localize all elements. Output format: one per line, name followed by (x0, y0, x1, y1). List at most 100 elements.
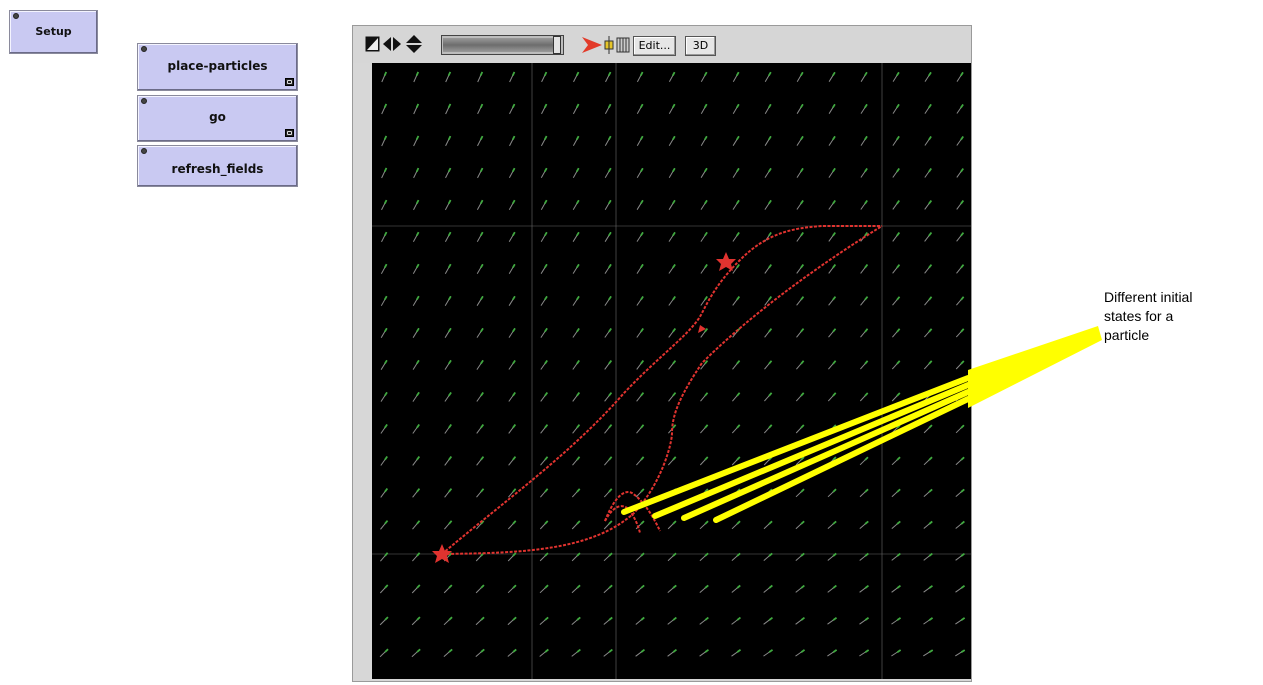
vector-head (800, 649, 806, 653)
vector-head (384, 391, 388, 397)
vector-head (928, 200, 933, 205)
vector-head (672, 456, 677, 461)
vector-head (928, 649, 934, 653)
vector-head (511, 103, 516, 109)
vector-head (704, 135, 708, 141)
vector-head (608, 424, 613, 429)
vector-head (672, 328, 677, 333)
vector-head (672, 231, 676, 237)
vector-head (480, 584, 485, 589)
vector-head (416, 359, 420, 365)
vector-head (479, 71, 484, 76)
red-arrow-icon[interactable] (582, 37, 602, 53)
vector-head (576, 199, 580, 205)
particle-markers (432, 252, 736, 563)
arrow-cursor-icon[interactable] (365, 36, 380, 52)
vector-head (832, 360, 837, 365)
vector-head (704, 424, 709, 429)
vector-head (512, 424, 517, 429)
vector-head (447, 167, 452, 173)
speed-slider[interactable] (441, 35, 564, 55)
command-center-dot-icon (141, 46, 147, 52)
vector-head (672, 392, 677, 397)
vector-head (608, 552, 613, 557)
vector-head (384, 648, 389, 653)
vector-head (543, 71, 548, 77)
setup-button[interactable]: Setup (9, 10, 98, 54)
vector-head (511, 135, 516, 141)
vector-head (640, 488, 645, 493)
go-button[interactable]: go (137, 95, 298, 142)
vector-head (448, 648, 453, 653)
vector-head (928, 488, 933, 493)
vector-head (768, 71, 772, 77)
refresh-fields-button[interactable]: refresh_fields (137, 145, 298, 187)
vector-head (736, 649, 742, 653)
vector-head (736, 488, 741, 493)
vector-head (575, 135, 580, 141)
vector-head (864, 232, 869, 237)
vector-head (416, 327, 420, 333)
vector-head (704, 488, 709, 493)
vector-head (960, 520, 965, 525)
3d-button[interactable]: 3D (685, 36, 716, 56)
vector-head (448, 488, 453, 493)
vector-head (864, 617, 870, 621)
vector-head (415, 167, 420, 173)
command-center-dot-icon (141, 148, 147, 154)
horizontal-scroll-icon[interactable] (383, 36, 401, 52)
vector-head (415, 199, 420, 205)
vector-head (864, 103, 868, 109)
vector-head (384, 584, 389, 589)
vector-head (896, 552, 901, 557)
vector-head (416, 648, 421, 653)
vector-head (415, 263, 420, 269)
vector-head (416, 456, 421, 461)
vector-head (704, 456, 709, 461)
vector-head (704, 392, 709, 397)
vector-head (960, 264, 965, 269)
vector-head (864, 199, 868, 205)
vector-head (800, 199, 804, 205)
vector-head (736, 424, 741, 429)
vector-head (576, 392, 581, 397)
annotation-line-3: particle (1104, 327, 1150, 343)
vector-head (543, 135, 548, 141)
vector-head (960, 328, 965, 333)
vector-head (576, 424, 581, 429)
forever-icon (285, 78, 294, 86)
patch-icon[interactable] (603, 35, 631, 55)
place-particles-button[interactable]: place-particles (137, 43, 298, 91)
vector-head (512, 520, 517, 525)
vector-head (544, 552, 549, 557)
vector-head (800, 296, 805, 301)
vector-head (640, 552, 645, 557)
vector-head (832, 328, 837, 333)
edit-button[interactable]: Edit... (633, 36, 676, 56)
vector-head (768, 328, 773, 333)
vector-head (800, 71, 804, 77)
vector-head (928, 232, 933, 237)
vector-head (960, 392, 965, 397)
vector-head (864, 649, 870, 653)
vector-head (672, 520, 677, 525)
vector-head (768, 616, 773, 621)
annotation-line-2: states for a (1104, 308, 1174, 324)
vector-head (928, 392, 933, 397)
vector-head (479, 199, 484, 205)
vector-head (576, 231, 580, 237)
vector-head (608, 520, 613, 525)
vector-head (832, 424, 837, 429)
vector-head (960, 552, 965, 557)
vector-head (704, 616, 709, 621)
vector-head (800, 360, 805, 365)
vector-head (736, 103, 740, 109)
world-view[interactable] (372, 63, 971, 679)
vertical-scroll-icon[interactable] (405, 35, 423, 53)
vector-head (479, 167, 484, 173)
vector-head (704, 231, 708, 237)
vector-head (544, 456, 549, 461)
vector-head (832, 296, 837, 301)
speed-slider-thumb[interactable] (553, 36, 561, 54)
vector-head (512, 456, 517, 461)
